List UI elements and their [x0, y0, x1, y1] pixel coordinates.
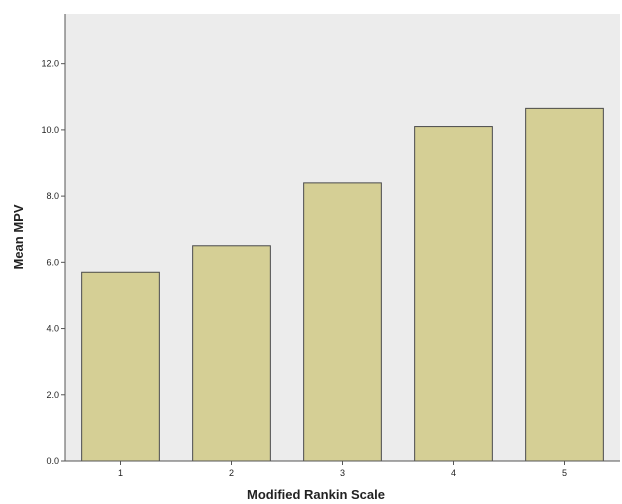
x-tick-label: 2	[229, 468, 234, 478]
x-tick-label: 1	[118, 468, 123, 478]
y-tick-label: 2.0	[46, 390, 59, 400]
bar-4	[414, 126, 493, 462]
y-tick-label: 12.0	[41, 59, 59, 69]
bar-1	[81, 271, 160, 462]
y-tick-label: 6.0	[46, 257, 59, 267]
bar-5	[525, 107, 604, 462]
x-axis-title: Modified Rankin Scale	[247, 487, 385, 502]
x-tick-label: 3	[340, 468, 345, 478]
bar-3	[303, 182, 382, 462]
bar-2	[192, 245, 271, 462]
y-tick-label: 0.0	[46, 456, 59, 466]
y-axis-title: Mean MPV	[11, 204, 26, 269]
y-tick-label: 10.0	[41, 125, 59, 135]
y-tick-label: 8.0	[46, 191, 59, 201]
x-axis-ticks: 1 2 3 4 5	[118, 461, 567, 478]
bars	[81, 107, 604, 462]
x-tick-label: 5	[562, 468, 567, 478]
y-axis-ticks: 0.0 2.0 4.0 6.0 8.0 10.0 12.0	[41, 59, 65, 466]
x-tick-label: 4	[451, 468, 456, 478]
y-tick-label: 4.0	[46, 324, 59, 334]
